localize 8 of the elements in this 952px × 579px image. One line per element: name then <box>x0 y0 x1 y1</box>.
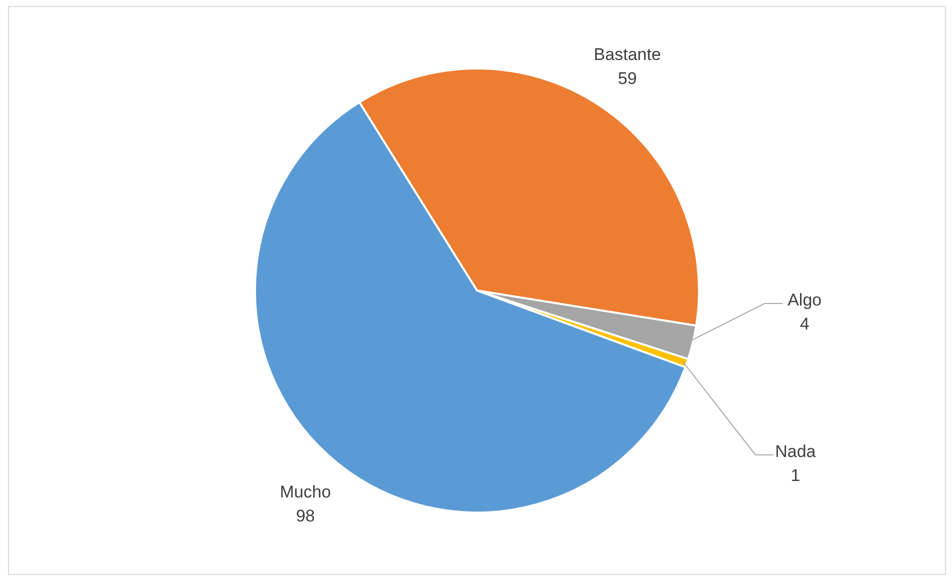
data-label: 98 <box>296 506 315 526</box>
slice-label: Algo <box>788 290 822 310</box>
slice-label: Bastante <box>594 44 661 64</box>
data-label: 1 <box>790 466 800 485</box>
data-label: 4 <box>800 314 810 334</box>
data-label: 59 <box>618 68 637 88</box>
slice-label: Nada <box>775 442 816 461</box>
slice-label: Mucho <box>280 482 331 502</box>
